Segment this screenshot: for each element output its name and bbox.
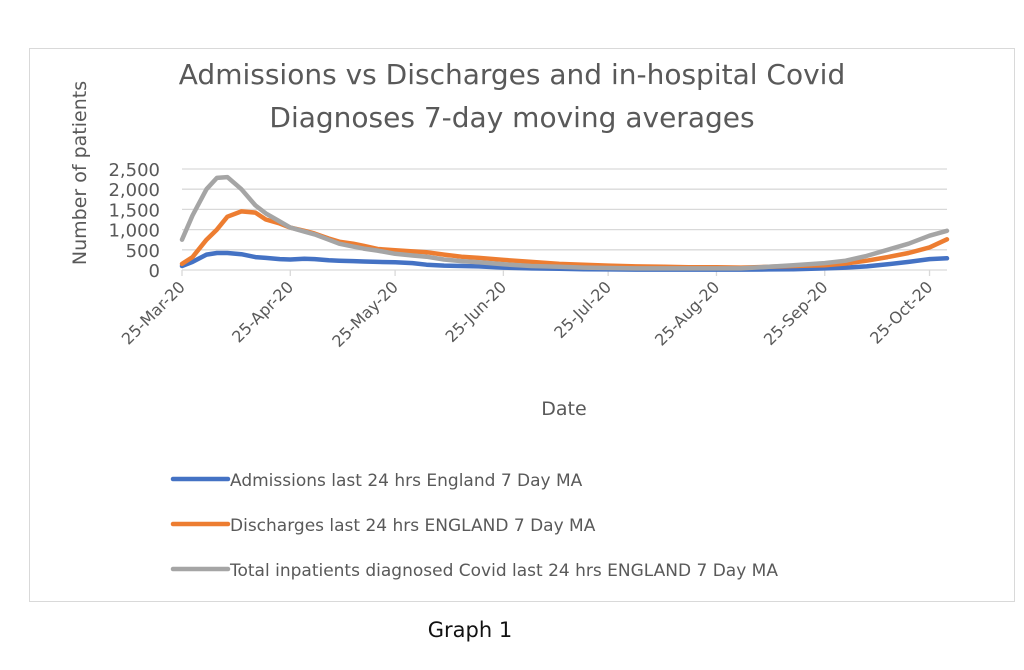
series-line-admissions [179, 250, 950, 272]
y-tick-label: 2,500 [108, 160, 160, 181]
x-tick-label: 25-Mar-20 [118, 277, 189, 348]
y-tick-label: 2,000 [108, 180, 160, 201]
y-tick-label: 1,500 [108, 200, 160, 221]
y-tick-label: 500 [126, 241, 160, 262]
x-tick-label: 25-Jul-20 [550, 277, 615, 342]
x-tick-label: 25-May-20 [328, 277, 402, 351]
series-line-total-inpatients [179, 174, 950, 271]
x-tick-label: 25-Oct-20 [866, 277, 936, 347]
chart-frame: Admissions vs Discharges and in-hospital… [29, 48, 1015, 602]
chart-title-line: Admissions vs Discharges and in-hospital… [179, 58, 845, 91]
legend-label: Discharges last 24 hrs ENGLAND 7 Day MA [230, 516, 596, 536]
figure-caption: Graph 1 [427, 618, 513, 642]
x-axis-label: Date [541, 398, 586, 420]
line-chart: Admissions vs Discharges and in-hospital… [69, 58, 950, 581]
x-axis-ticks: 25-Mar-20 25-Apr-20 25-May-20 25-Jun-20 25-J… [118, 270, 936, 351]
x-tick-label: 25-Jun-20 [441, 277, 510, 346]
y-tick-label: 1,000 [108, 221, 160, 242]
legend-label: Total inpatients diagnosed Covid last 24… [229, 561, 778, 581]
gridlines [182, 168, 947, 271]
chart-title-line: Diagnoses 7-day moving averages [269, 101, 754, 134]
y-axis-label: Number of patients [69, 81, 91, 265]
x-tick-label: 25-Sep-20 [760, 277, 832, 349]
x-tick-label: 25-Apr-20 [228, 277, 297, 346]
x-tick-label: 25-Aug-20 [651, 277, 723, 349]
legend: Admissions last 24 hrs England 7 Day MA D… [170, 471, 778, 581]
legend-label: Admissions last 24 hrs England 7 Day MA [230, 471, 583, 491]
series-lines [179, 174, 950, 272]
y-tick-label: 0 [149, 261, 160, 282]
chart-title: Admissions vs Discharges and in-hospital… [179, 58, 845, 134]
